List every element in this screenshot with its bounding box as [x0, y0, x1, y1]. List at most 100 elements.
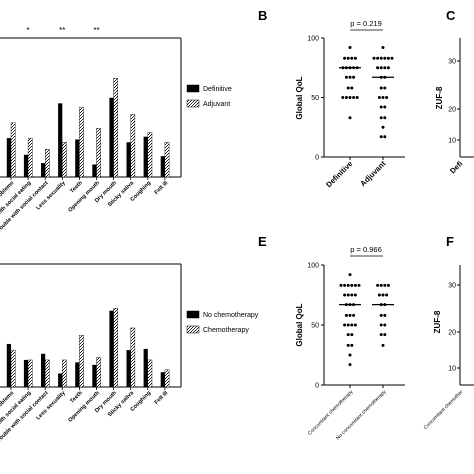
bar-chemotherapy-trouble-with-social-eating	[27, 359, 33, 388]
bar-no-chemotherapy-coughing	[143, 348, 148, 387]
bar-adjuvant-opening-mouth	[96, 128, 101, 178]
bar-definitive-less-sexuality	[58, 103, 63, 177]
data-point	[383, 66, 387, 70]
data-point	[343, 283, 347, 287]
data-point	[346, 293, 350, 297]
data-point	[381, 293, 385, 297]
bar-adjuvant-speech-problems	[10, 122, 16, 178]
panel-label-e: E	[258, 234, 267, 249]
data-point	[348, 273, 352, 277]
data-point	[379, 323, 383, 327]
bar-no-chemotherapy-sticky-saliva	[126, 350, 131, 387]
data-point	[381, 46, 385, 50]
bar-chemotherapy-sticky-saliva	[130, 327, 136, 388]
bar-adjuvant-less-sexuality	[62, 142, 67, 178]
data-point	[386, 56, 390, 60]
bar-chemotherapy-felt-ill	[164, 369, 170, 388]
data-point	[385, 96, 389, 99]
y-axis-label: ZUF-8	[433, 310, 442, 333]
data-point	[348, 75, 352, 79]
data-point	[379, 313, 383, 317]
bar-no-chemotherapy-teeth	[75, 362, 80, 387]
data-point	[348, 96, 352, 99]
bar-chemotherapy-teeth	[79, 335, 84, 388]
bar-chart-a: Speech problemsTrouble with social eatin…	[0, 26, 232, 235]
y-tick-label: 10	[448, 138, 456, 145]
data-point	[379, 283, 383, 287]
data-point	[379, 116, 383, 120]
data-point	[390, 56, 394, 60]
data-point	[344, 75, 348, 79]
data-point	[353, 283, 357, 287]
bar-no-chemotherapy-trouble-with-social-eating	[23, 359, 29, 387]
bar-chart-d: Speech problemsTrouble with social eatin…	[0, 263, 259, 445]
data-point	[377, 96, 381, 99]
data-point	[383, 56, 387, 60]
bar-definitive-opening-mouth	[92, 164, 97, 177]
data-point	[346, 283, 350, 287]
data-point	[379, 56, 383, 60]
data-point	[376, 66, 380, 70]
legend-label-adjuvant: Adjuvant	[203, 101, 230, 108]
bar-no-chemotherapy-speech-problems	[6, 343, 11, 387]
y-tick-label: 50	[311, 323, 319, 330]
panel-label-f: F	[446, 234, 454, 249]
bar-adjuvant-felt-ill	[164, 142, 170, 178]
data-point	[339, 283, 343, 287]
data-point	[383, 323, 387, 327]
data-point	[379, 135, 383, 139]
bar-adjuvant-trouble-with-social-eating	[27, 137, 33, 178]
legend-swatch-definitive	[186, 84, 200, 93]
data-point	[353, 323, 357, 327]
dot-plot-b: B 0 50 100 Global QoL p = 0.219 Definitive Adju…	[258, 8, 405, 189]
y-tick-label: 30	[448, 59, 456, 66]
data-point	[383, 333, 387, 337]
bar-definitive-trouble-with-social-eating	[23, 154, 29, 177]
significance-marker: **	[93, 26, 99, 35]
data-point	[379, 66, 383, 70]
x-tick-label-adjuvant: Adjuvant	[358, 159, 387, 188]
data-point	[344, 313, 348, 317]
data-point	[381, 125, 385, 129]
bar-adjuvant-teeth	[79, 107, 84, 178]
y-tick-label: 100	[307, 36, 319, 43]
legend-swatch-adjuvant	[186, 99, 200, 108]
bar-no-chemotherapy-felt-ill	[160, 372, 165, 387]
bar-chemotherapy-opening-mouth	[96, 357, 101, 388]
y-tick-label: 30	[448, 283, 456, 290]
bar-chemotherapy-coughing	[147, 359, 153, 388]
data-point	[352, 96, 356, 99]
bar-no-chemotherapy-trouble-with-social-contact	[41, 353, 46, 387]
x-tick-label: Felt ill	[154, 390, 170, 406]
legend-swatch-chemotherapy	[186, 325, 200, 334]
bar-adjuvant-trouble-with-social-contact	[45, 148, 50, 178]
legend-swatch-no-chemotherapy	[186, 310, 200, 319]
y-tick-label: 20	[448, 330, 456, 337]
data-point	[386, 283, 390, 287]
data-point	[346, 56, 350, 60]
data-point	[350, 343, 354, 347]
data-point	[372, 56, 376, 60]
data-point	[343, 56, 347, 60]
x-tick-label-defi: Defi	[448, 159, 464, 175]
x-tick-label-definitive: Definitive	[324, 159, 354, 189]
data-point	[379, 333, 383, 337]
data-point	[348, 353, 352, 357]
y-axis-label: Global QoL	[295, 303, 304, 346]
y-tick-label: 50	[311, 95, 319, 102]
p-value-annotation: p = 0.219	[350, 19, 382, 28]
bar-chemotherapy-less-sexuality	[62, 359, 67, 388]
data-point	[343, 323, 347, 327]
bar-definitive-teeth	[75, 139, 80, 177]
data-point	[357, 283, 361, 287]
data-point	[353, 56, 357, 60]
data-point	[348, 116, 352, 120]
bar-adjuvant-dry-mouth	[113, 78, 118, 178]
cropped-panel-c: C 10 20 30 ZUF-8 Defi	[435, 8, 474, 175]
x-tick-label: Teeth	[69, 180, 84, 195]
bar-definitive-trouble-with-social-contact	[41, 163, 46, 177]
data-point	[350, 56, 354, 60]
data-point	[350, 293, 354, 297]
data-point	[377, 293, 381, 297]
